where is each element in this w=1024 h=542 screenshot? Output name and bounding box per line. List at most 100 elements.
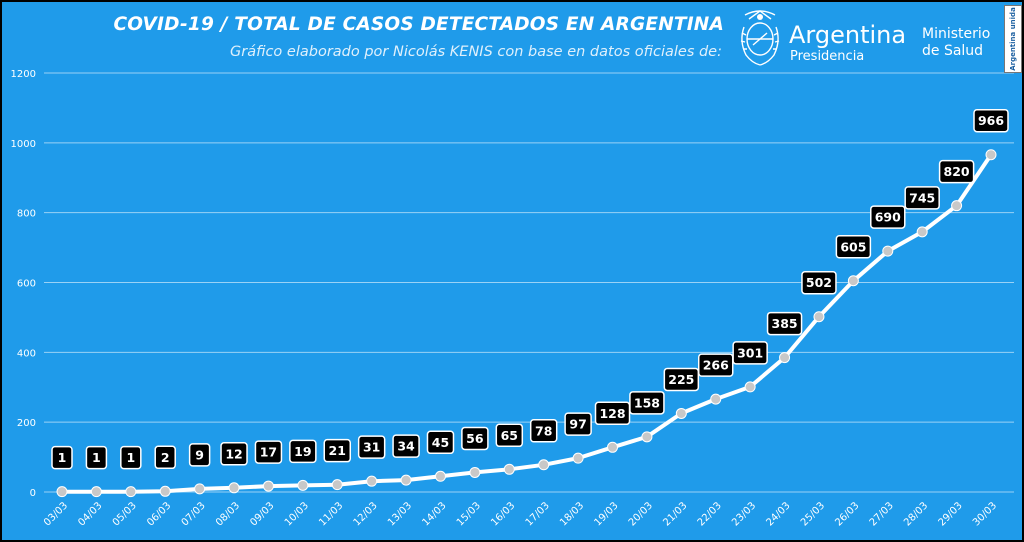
data-label: 21	[329, 443, 346, 458]
data-point	[813, 311, 825, 323]
data-point	[847, 275, 859, 287]
x-tick-label: 24/03	[765, 500, 793, 528]
x-tick-label: 06/03	[145, 500, 173, 528]
data-label-box	[220, 442, 248, 466]
data-label-box	[904, 186, 940, 210]
data-point	[503, 463, 515, 475]
series-line	[60, 152, 993, 494]
data-label-box	[392, 434, 420, 458]
data-label-box	[835, 235, 872, 259]
x-tick-label: 21/03	[661, 500, 689, 528]
data-point	[194, 483, 206, 495]
data-point	[882, 245, 894, 257]
y-tick-label: 800	[17, 209, 36, 220]
x-tick-label: 09/03	[248, 500, 276, 528]
x-tick-label: 07/03	[180, 500, 208, 528]
data-label: 65	[501, 428, 518, 443]
x-tick-label: 15/03	[455, 500, 483, 528]
data-label: 45	[432, 435, 449, 450]
y-tick-label: 1200	[11, 69, 36, 80]
x-tick-label: 13/03	[386, 500, 414, 528]
data-label-box	[697, 353, 734, 377]
data-label-box	[495, 423, 524, 448]
data-label: 158	[634, 395, 660, 410]
data-label-box	[732, 341, 768, 365]
data-label-box	[766, 311, 803, 336]
x-tick-label: 11/03	[317, 500, 345, 528]
ministerio-line1: Ministerio	[922, 26, 991, 42]
data-label: 17	[260, 445, 277, 460]
x-tick-label: 22/03	[696, 500, 724, 528]
data-point	[262, 480, 274, 492]
data-point	[675, 407, 687, 419]
data-label: 690	[875, 210, 901, 225]
x-tick-label: 26/03	[833, 500, 861, 528]
data-label: 128	[599, 406, 625, 421]
data-label: 2	[161, 450, 170, 465]
chart-subtitle: Gráfico elaborado por Nicolás KENIS con …	[230, 44, 722, 60]
data-label-box	[85, 445, 108, 470]
x-tick-label: 18/03	[558, 500, 586, 528]
argentina-name: Argentina	[789, 21, 907, 49]
x-tick-label: 17/03	[524, 500, 552, 528]
data-point	[607, 441, 619, 453]
data-label-box	[938, 159, 975, 184]
ministerio-salud-label: Ministerio de Salud	[922, 26, 990, 60]
chart-title: COVID-19 / TOTAL DE CASOS DETECTADOS EN …	[113, 14, 724, 35]
argentina-coat-of-arms-icon	[740, 10, 780, 66]
data-point	[779, 352, 791, 364]
x-tick-label: 27/03	[868, 500, 896, 528]
x-tick-label: 03/03	[42, 500, 70, 528]
argentina-unida-text: Argentina unida	[1009, 7, 1017, 71]
data-label: 1	[92, 450, 101, 465]
data-label: 301	[737, 345, 763, 360]
x-tick-label: 30/03	[971, 500, 999, 528]
data-point	[572, 452, 584, 464]
ministerio-line2: de Salud	[922, 43, 984, 59]
x-tick-label: 14/03	[420, 500, 448, 528]
presidencia-label: Presidencia	[790, 49, 865, 64]
data-label: 9	[195, 447, 204, 462]
data-label-box	[973, 108, 1009, 133]
x-tick-label: 05/03	[111, 500, 139, 528]
data-label: 225	[668, 372, 694, 387]
data-label: 56	[466, 431, 484, 446]
data-label-box	[529, 419, 558, 443]
data-label-box	[323, 438, 352, 463]
data-label: 31	[363, 440, 380, 455]
data-label: 385	[772, 316, 798, 331]
data-point	[56, 486, 68, 498]
data-label: 1	[58, 450, 67, 465]
data-label: 19	[294, 444, 311, 459]
data-label: 1	[126, 450, 135, 465]
x-tick-label: 08/03	[214, 500, 242, 528]
data-point	[331, 479, 343, 491]
argentina-unida-logo: Argentina unida	[1004, 5, 1022, 73]
x-tick-label: 23/03	[730, 500, 758, 528]
data-point	[985, 149, 997, 161]
data-point	[90, 486, 102, 498]
data-label-box	[188, 443, 211, 467]
data-label: 266	[703, 358, 729, 373]
data-label-box	[663, 367, 700, 392]
x-tick-label: 19/03	[592, 500, 620, 528]
data-label-box	[289, 439, 317, 464]
data-label-box	[629, 391, 665, 415]
data-point	[538, 459, 550, 471]
data-label-box	[357, 435, 386, 459]
data-label: 12	[225, 446, 242, 461]
y-tick-label: 0	[30, 488, 36, 499]
data-point	[916, 226, 928, 238]
data-point	[744, 381, 756, 393]
data-label-box	[254, 440, 283, 464]
data-label-box	[461, 426, 489, 451]
data-point	[469, 466, 481, 478]
data-point	[434, 470, 446, 482]
x-tick-label: 20/03	[627, 500, 655, 528]
y-tick-label: 600	[17, 279, 36, 290]
data-label: 605	[840, 239, 866, 254]
data-label-box	[801, 270, 837, 295]
data-point	[297, 479, 309, 491]
